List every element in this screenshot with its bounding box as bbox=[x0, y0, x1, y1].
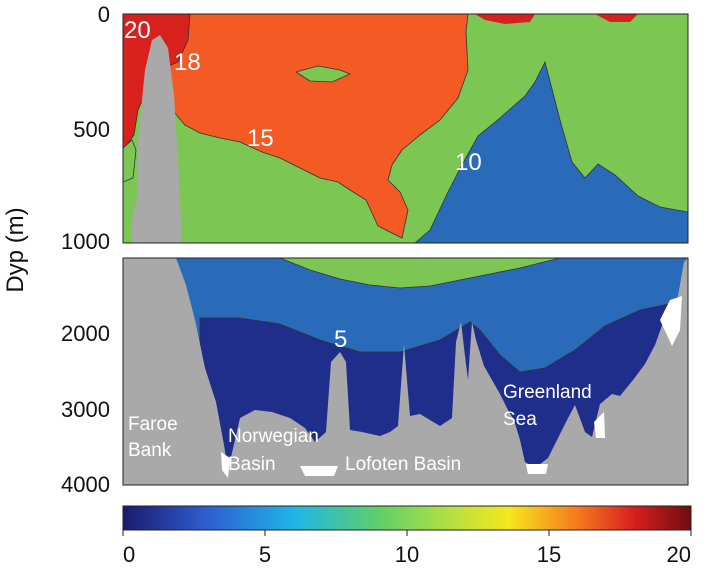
contour-label-15: 15 bbox=[247, 125, 274, 152]
y-axis-label: Dyp (m) bbox=[2, 207, 29, 292]
place-label-faroe-bank: Faroe Bank bbox=[128, 414, 183, 461]
colorbar-tick-label: 20 bbox=[667, 542, 691, 567]
upper-panel bbox=[123, 14, 688, 243]
colorbar bbox=[122, 505, 692, 531]
colorbar-tick-label: 0 bbox=[123, 542, 135, 567]
upper-panel-frame bbox=[122, 13, 689, 244]
colorbar-tick-label: 5 bbox=[259, 542, 271, 567]
lower-white-gap-2 bbox=[300, 466, 338, 476]
lower-panel bbox=[123, 258, 688, 485]
contour-label-5: 5 bbox=[334, 326, 347, 353]
upper-green-tongue bbox=[123, 139, 137, 183]
place-label-greenland-sea: Greenland Sea bbox=[503, 382, 597, 430]
place-label-norwegian-basin: Norwegian Basin bbox=[228, 426, 324, 475]
y-tick-500: 500 bbox=[73, 117, 110, 142]
y-tick-0: 0 bbox=[98, 2, 110, 27]
y-tick-1000: 1000 bbox=[61, 229, 110, 254]
colorbar-tick-label: 10 bbox=[395, 542, 419, 567]
upper-surface-red-spot-1 bbox=[475, 14, 535, 24]
y-tick-2000: 2000 bbox=[61, 321, 110, 346]
lower-white-gap-4 bbox=[594, 412, 605, 438]
contour-label-18: 18 bbox=[174, 49, 201, 76]
upper-green-island bbox=[295, 65, 352, 83]
contour-label-10: 10 bbox=[455, 149, 482, 176]
lower-panel-frame bbox=[122, 257, 689, 486]
upper-surface-red-spot-2 bbox=[595, 14, 638, 22]
lower-bathymetry bbox=[123, 258, 688, 485]
colorbar-ticks: 0 5 10 15 20 bbox=[122, 530, 692, 567]
lower-green-region bbox=[279, 258, 561, 289]
lower-white-gap-3 bbox=[526, 464, 548, 474]
lower-white-gap-5 bbox=[660, 296, 682, 346]
upper-bathymetry bbox=[131, 35, 182, 243]
colorbar-tick-label: 15 bbox=[537, 542, 561, 567]
lower-white-gap-1 bbox=[221, 452, 230, 478]
y-tick-3000: 3000 bbox=[61, 397, 110, 422]
place-label-lofoten-basin: Lofoten Basin bbox=[345, 454, 461, 475]
contour-label-20: 20 bbox=[124, 17, 151, 44]
y-tick-4000: 4000 bbox=[61, 472, 110, 497]
